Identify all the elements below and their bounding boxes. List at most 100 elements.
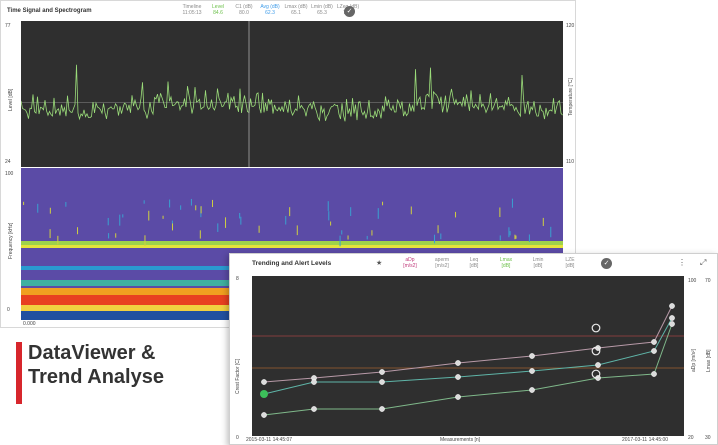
spectro-speck <box>285 215 287 225</box>
star-icon[interactable]: ★ <box>376 260 383 267</box>
spectro-speck <box>371 230 373 236</box>
header-col-value: 80.0 <box>239 10 249 16</box>
time-signal-plot[interactable] <box>21 21 563 167</box>
spectro-speck <box>440 233 442 240</box>
check-circle-icon[interactable]: ✓ <box>344 6 355 17</box>
trend-col-unit: [dB] <box>565 263 575 269</box>
spectro-speck <box>382 201 384 206</box>
trend-col-0[interactable]: aDp [m/s2] <box>396 257 424 269</box>
trend-col-label: aDp <box>405 257 415 263</box>
frequency-axis-min: 0 <box>7 307 10 313</box>
spectro-speck <box>410 206 412 215</box>
spectro-speck <box>162 215 164 219</box>
x-axis-start: 2015-03-11 14:45:07 <box>246 437 293 443</box>
spectro-speck <box>508 227 510 238</box>
header-col-label: Timeline <box>182 4 202 10</box>
trend-col-5[interactable]: LZE [dB] <box>556 257 584 269</box>
trend-point <box>379 379 385 385</box>
trend-col-unit: [dB] <box>501 263 511 269</box>
trend-col-label: LZE <box>565 257 575 263</box>
spectro-speck <box>217 223 219 232</box>
level-axis-label: Level [dB] <box>8 88 14 111</box>
spectro-speck <box>240 216 242 225</box>
trend-point <box>379 406 385 412</box>
header-col-value: 11:05:13 <box>182 10 202 16</box>
trend-point <box>529 387 535 393</box>
trend-point <box>651 339 657 345</box>
trend-col-unit: [dB] <box>469 263 479 269</box>
spectro-speck <box>115 233 117 238</box>
trend-plot[interactable] <box>252 276 684 436</box>
spectro-speck <box>212 199 214 208</box>
header-col-value: 62.3 <box>265 10 275 16</box>
spectro-speck <box>528 234 530 242</box>
frequency-axis-max: 100 <box>5 171 14 177</box>
check-circle-icon[interactable]: ✓ <box>601 258 612 269</box>
header-col-value: 65.1 <box>291 10 301 16</box>
spectro-speck <box>23 201 25 206</box>
level-axis-min: 24 <box>5 159 11 165</box>
header-col-value: 65.3 <box>317 10 327 16</box>
header-col-3[interactable]: Avg (dB) 62.3 <box>257 4 283 16</box>
temp-axis-max: 120 <box>566 23 575 29</box>
trend-col-1[interactable]: aperm [m/s2] <box>428 257 456 269</box>
spectro-speck <box>172 223 174 231</box>
spectro-speck <box>37 203 39 213</box>
brand-line-2: Trend Analyse <box>28 366 164 388</box>
trend-point-ring <box>591 346 601 356</box>
more-options-icon[interactable]: ⋮ <box>678 258 686 267</box>
trend-col-4[interactable]: Lmin [dB] <box>524 257 552 269</box>
trend-point <box>669 315 675 321</box>
header-col-label: Avg (dB) <box>260 4 280 10</box>
spectro-speck <box>434 234 436 244</box>
spectro-speck <box>65 202 67 207</box>
spectro-speck <box>57 235 59 245</box>
trend-point <box>379 369 385 375</box>
trend-col-label: Lmin <box>532 257 544 263</box>
spectro-speck <box>499 207 501 218</box>
band-1b <box>21 245 563 248</box>
trend-point-ring <box>591 369 601 379</box>
spectro-speck <box>289 207 291 217</box>
brand-accent-bar <box>16 342 22 404</box>
adp-axis-min: 20 <box>688 435 694 441</box>
trend-col-3[interactable]: Lmax [dB] <box>492 257 520 269</box>
trend-point <box>651 348 657 354</box>
header-col-label: Lmin (dB) <box>311 4 333 10</box>
header-col-value: 84.6 <box>213 10 223 16</box>
spectro-speck <box>239 212 241 219</box>
trend-col-label: aperm <box>434 257 450 263</box>
spectro-speck <box>550 226 552 238</box>
spectro-speck <box>347 235 349 240</box>
spectro-speck <box>515 235 517 239</box>
spectro-speck <box>122 214 124 218</box>
trend-col-label: Leq <box>469 257 479 263</box>
header-col-4[interactable]: Lmax (dB) 65.1 <box>283 4 309 16</box>
spectro-speck <box>108 233 110 239</box>
spectro-speck <box>330 221 332 226</box>
header-col-5[interactable]: Lmin (dB) 65.3 <box>309 4 335 16</box>
trend-series-0 <box>263 305 673 383</box>
header-col-0[interactable]: Timeline 11:05:13 <box>179 4 205 16</box>
spectro-speck <box>511 198 513 208</box>
header-col-2[interactable]: C1 (dB) 80.0 <box>231 4 257 16</box>
spectro-speck <box>143 200 145 204</box>
spectro-speck <box>258 225 260 233</box>
spectro-speck <box>180 205 182 210</box>
trend-col-2[interactable]: Leq [dB] <box>460 257 488 269</box>
panel-header: Time Signal and Spectrogram Timeline 11:0… <box>1 1 575 21</box>
expand-icon[interactable]: ⤢ <box>700 258 707 267</box>
header-col-1[interactable]: Level 84.6 <box>205 4 231 16</box>
trend-col-label: Lmax <box>499 257 513 263</box>
trend-point <box>529 353 535 359</box>
time-axis-start: 0.000 <box>23 321 36 327</box>
trend-point <box>261 412 267 418</box>
trend-point <box>455 374 461 380</box>
trending-panel: Trending and Alert Levels ★ aDp [m/s2] ape… <box>229 253 718 445</box>
trend-point-highlight <box>260 390 268 398</box>
trend-point-ring <box>591 323 601 333</box>
header-col-label: Level <box>212 4 224 10</box>
trend-col-unit: [dB] <box>533 263 543 269</box>
lmax-axis-min: 30 <box>705 435 711 441</box>
trend-point <box>651 371 657 377</box>
